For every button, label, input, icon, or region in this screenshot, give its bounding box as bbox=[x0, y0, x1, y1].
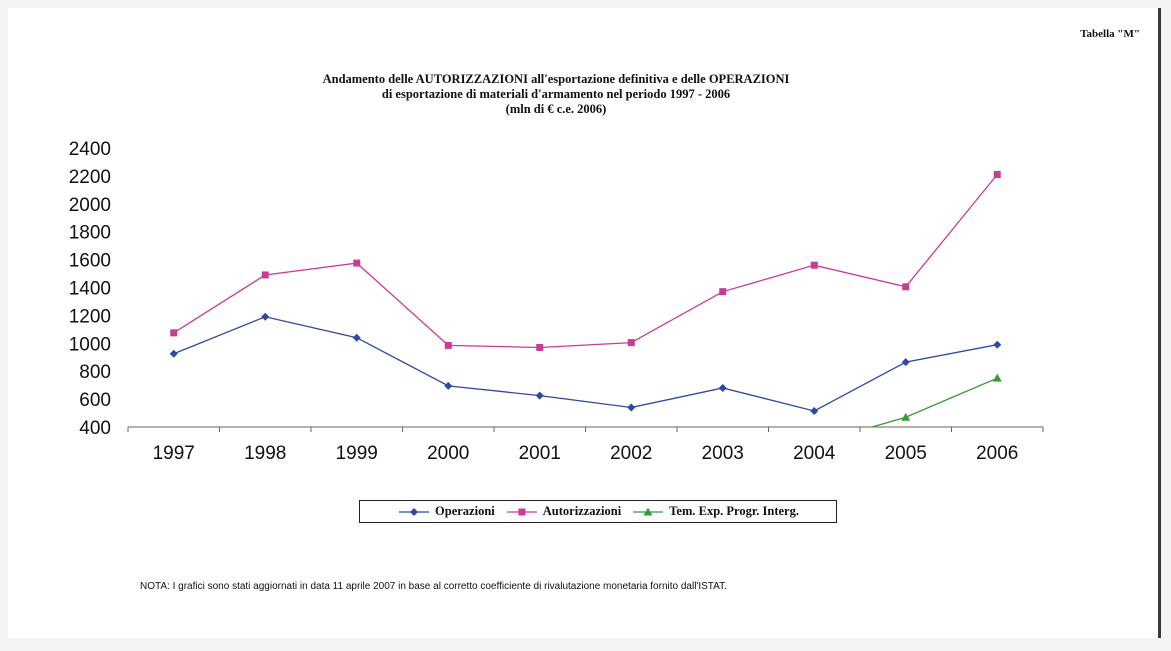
chart-title-block: Andamento delle AUTORIZZAZIONI all'espor… bbox=[8, 72, 1104, 117]
legend-label: Tem. Exp. Progr. Interg. bbox=[669, 504, 799, 518]
x-tick-label: 2002 bbox=[610, 443, 652, 464]
legend-item: Tem. Exp. Progr. Interg. bbox=[631, 504, 799, 519]
data-point bbox=[536, 343, 544, 351]
x-tick-label: 2001 bbox=[519, 443, 561, 464]
x-tick-label: 2003 bbox=[702, 443, 744, 464]
legend-label: Autorizzazioni bbox=[542, 504, 622, 518]
series-line-0 bbox=[173, 316, 998, 412]
legend-swatch bbox=[633, 507, 664, 515]
data-point bbox=[993, 171, 1001, 179]
x-tick-label: 2005 bbox=[885, 443, 927, 464]
data-point bbox=[992, 373, 1002, 382]
data-point bbox=[170, 329, 178, 337]
table-label: Tabella "M" bbox=[1080, 28, 1140, 40]
y-tick-label: 800 bbox=[79, 362, 111, 383]
x-tick-label: 1997 bbox=[153, 443, 195, 464]
data-point bbox=[810, 406, 819, 415]
series-line-2 bbox=[869, 377, 998, 427]
data-point bbox=[719, 288, 727, 296]
report-page: Tabella "M" Andamento delle AUTORIZZAZIO… bbox=[8, 8, 1161, 638]
data-point bbox=[901, 412, 911, 421]
footnote: NOTA: I grafici sono stati aggiornati in… bbox=[140, 581, 727, 592]
data-point bbox=[627, 403, 636, 412]
x-tick-label: 1999 bbox=[336, 443, 378, 464]
line-chart: 400 600 800 1000 1200 1400 1600 1800 2000 2200 240… bbox=[69, 139, 1044, 464]
series-line-1 bbox=[173, 174, 998, 349]
data-point bbox=[353, 259, 361, 267]
data-point bbox=[810, 261, 818, 269]
legend-item: Operazioni bbox=[397, 504, 495, 519]
y-tick-label: 2200 bbox=[69, 167, 111, 188]
y-tick-label: 1600 bbox=[69, 251, 111, 272]
legend-swatch bbox=[399, 507, 430, 516]
data-point bbox=[352, 333, 361, 342]
data-point bbox=[261, 312, 270, 321]
data-point bbox=[169, 349, 178, 358]
legend-swatch bbox=[506, 508, 537, 515]
y-tick-label: 1200 bbox=[69, 306, 111, 327]
legend-label: Operazioni bbox=[435, 504, 495, 518]
data-point bbox=[261, 271, 269, 279]
data-point bbox=[444, 341, 452, 349]
x-tick-label: 2000 bbox=[427, 443, 469, 464]
data-point bbox=[902, 283, 910, 291]
data-point bbox=[901, 358, 910, 367]
x-tick-label: 1998 bbox=[244, 443, 286, 464]
x-tick-label: 2004 bbox=[793, 443, 836, 464]
chart-unit: (mln di € c.e. 2006) bbox=[505, 102, 607, 116]
data-point bbox=[444, 381, 453, 390]
y-tick-label: 400 bbox=[79, 418, 111, 439]
data-point bbox=[535, 391, 544, 400]
legend-item: Autorizzazioni bbox=[505, 504, 621, 519]
chart-title: Andamento delle AUTORIZZAZIONI all'espor… bbox=[322, 72, 790, 86]
x-tick-label: 2006 bbox=[976, 443, 1018, 464]
data-point bbox=[718, 383, 727, 392]
chart-subtitle: di esportazione di materiali d'armamento… bbox=[381, 87, 731, 101]
data-point bbox=[627, 339, 635, 347]
chart-legend: Operazioni Autorizzazioni Tem. Exp. Progr.… bbox=[359, 500, 837, 523]
y-tick-label: 600 bbox=[79, 390, 111, 411]
y-tick-label: 1000 bbox=[69, 334, 111, 355]
y-tick-label: 1400 bbox=[69, 279, 111, 300]
data-point bbox=[993, 340, 1002, 349]
y-tick-label: 2000 bbox=[69, 195, 111, 216]
y-tick-label: 2400 bbox=[69, 139, 111, 160]
y-tick-label: 1800 bbox=[69, 223, 111, 244]
